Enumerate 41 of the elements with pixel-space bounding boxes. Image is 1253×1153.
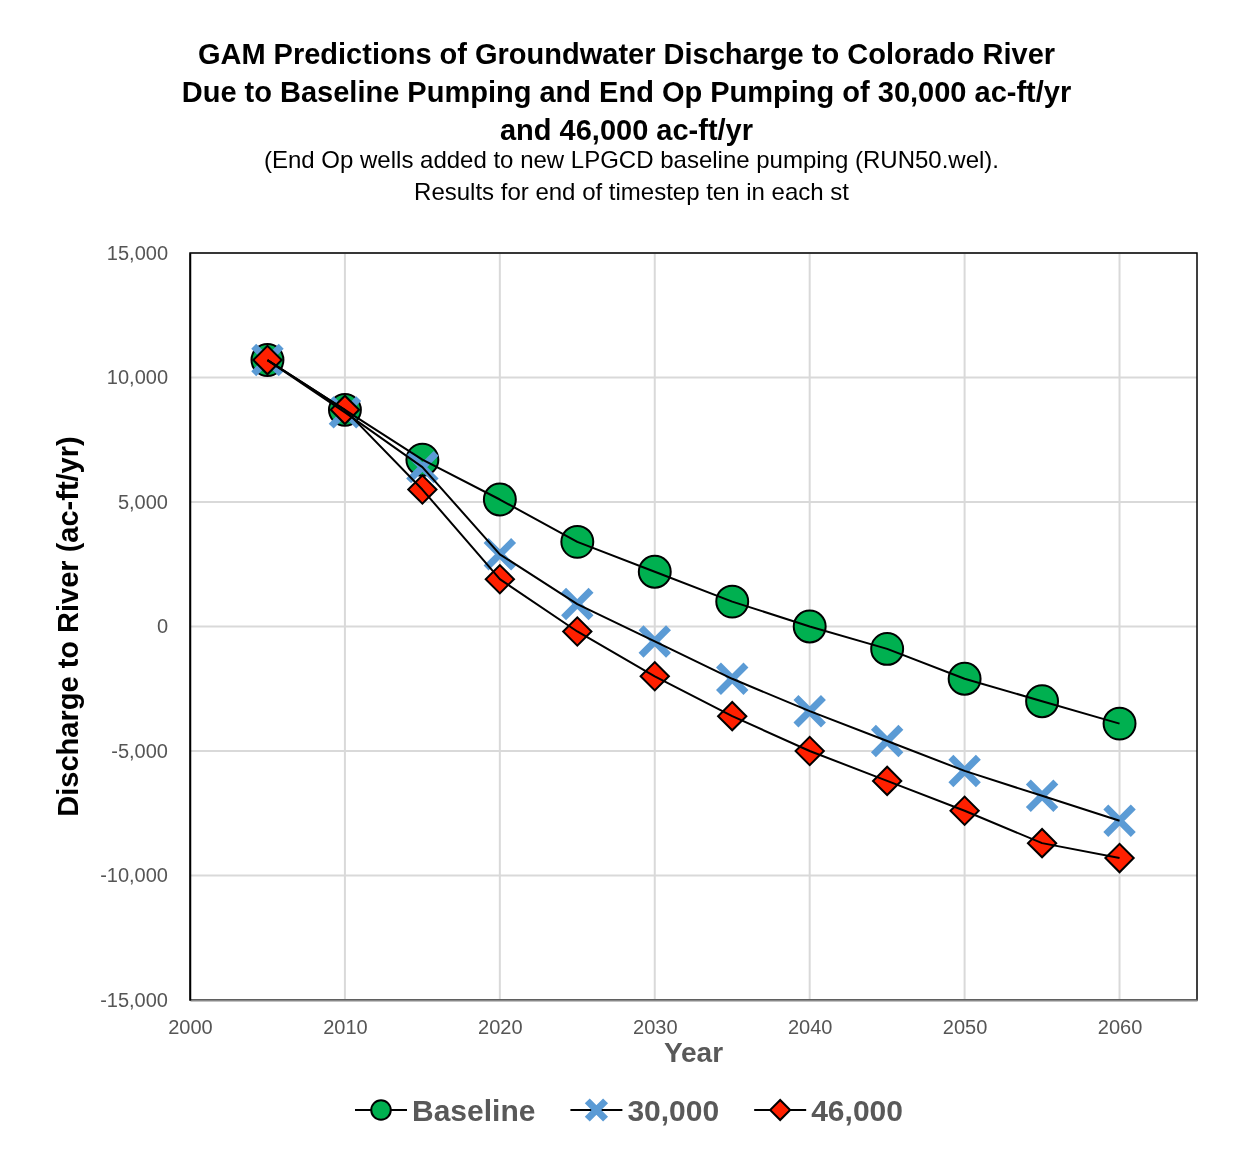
point <box>947 753 982 789</box>
x-tick-label: 2010 <box>323 1016 368 1039</box>
point <box>870 631 905 666</box>
legend-label: Baseline <box>412 1094 536 1127</box>
y-tick-label: 10,000 <box>106 366 168 389</box>
x-tick-label: 2060 <box>1097 1016 1143 1039</box>
point <box>1025 684 1060 719</box>
point <box>482 482 517 517</box>
point <box>1102 803 1137 838</box>
point <box>717 701 748 732</box>
point <box>637 624 673 659</box>
point <box>714 661 750 697</box>
point <box>639 661 670 692</box>
x-tick-label: 2040 <box>787 1016 833 1039</box>
y-tick-label: 15,000 <box>106 241 168 264</box>
point <box>869 723 905 759</box>
point <box>562 616 593 647</box>
x-axis-title: Year <box>663 1037 724 1068</box>
point <box>792 693 827 729</box>
legend-label: 46,000 <box>811 1094 903 1127</box>
chart-title: GAM Predictions of Groundwater Discharge to Colorado River Due to Baseline Pumping and End Op Pumping of 30,000 ac-ft/yr and 46,000 ac-ft/yr <box>181 38 1072 146</box>
point <box>637 554 672 589</box>
point <box>1024 778 1060 814</box>
point <box>715 584 750 619</box>
y-tick-label: -5,000 <box>111 739 168 762</box>
x-tick-label: 2000 <box>168 1016 213 1039</box>
x-tick-label: 2020 <box>478 1016 523 1039</box>
point <box>947 661 982 696</box>
y-tick-label: 0 <box>156 615 168 638</box>
x-tick-label: 2050 <box>942 1016 988 1039</box>
point <box>792 609 827 644</box>
y-tick-label: -10,000 <box>100 864 168 887</box>
point <box>1104 842 1135 874</box>
legend-label: 30,000 <box>627 1094 720 1127</box>
y-axis-title: Discharge to River (ac-ft/yr) <box>52 436 84 817</box>
point <box>1102 706 1137 741</box>
chart-subtitle: (End Op wells added to new LPGCD baseline pumping (RUN50.wel). Results for end of timestep ten in each st <box>263 146 1000 205</box>
x-tick-label: 2030 <box>633 1016 678 1039</box>
point <box>560 524 595 559</box>
y-tick-label: -15,000 <box>100 988 168 1011</box>
y-tick-label: 5,000 <box>117 490 168 513</box>
